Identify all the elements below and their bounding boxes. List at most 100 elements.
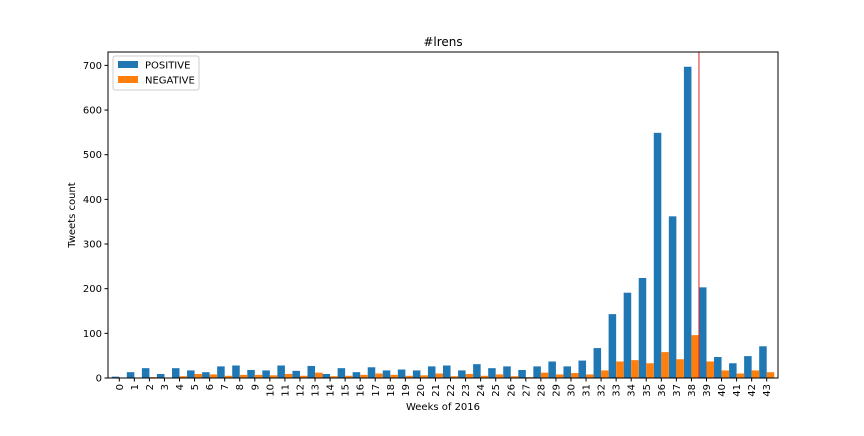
x-tick-label: 41 [732,384,743,397]
bar-positive-week-10 [262,370,270,378]
bar-positive-week-34 [624,293,632,378]
bar-positive-week-18 [383,370,391,378]
x-tick-label: 0 [115,384,126,390]
x-tick-label: 28 [536,384,547,397]
x-tick-label: 34 [627,384,638,397]
bar-positive-week-30 [563,366,571,378]
x-tick-label: 6 [205,384,216,390]
bar-positive-week-20 [413,370,421,378]
x-tick-label: 30 [566,384,577,397]
legend-swatch-positive [118,61,138,68]
bar-positive-week-31 [579,361,587,378]
bar-positive-week-15 [338,368,346,378]
x-tick-label: 7 [220,384,231,390]
bar-positive-week-25 [488,368,496,378]
x-tick-label: 21 [431,384,442,397]
y-tick-label: 400 [83,195,102,206]
bar-positive-week-21 [428,366,436,378]
bar-positive-week-28 [533,366,541,378]
legend-label-positive: POSITIVE [145,61,190,72]
x-tick-label: 23 [461,384,472,397]
bar-negative-week-34 [631,360,639,378]
x-tick-label: 27 [521,384,532,397]
bar-negative-week-25 [496,374,504,378]
bar-negative-week-13 [315,373,323,378]
bar-positive-week-6 [202,372,210,378]
bar-positive-week-3 [157,374,165,378]
bar-positive-week-2 [142,368,150,378]
bar-positive-week-13 [307,366,315,378]
x-tick-label: 22 [446,384,457,397]
x-tick-label: 26 [506,384,517,397]
bar-negative-week-33 [616,361,624,378]
x-tick-label: 8 [235,384,246,390]
bar-positive-week-40 [714,357,722,378]
legend-swatch-negative [118,76,138,83]
x-tick-label: 1 [130,384,141,390]
x-tick-label: 18 [386,384,397,397]
x-tick-label: 42 [747,384,758,397]
x-tick-label: 31 [582,384,593,397]
bar-negative-week-28 [541,373,549,378]
chart-title: #lrens [423,35,462,49]
x-tick-label: 2 [145,384,156,390]
x-tick-label: 20 [416,384,427,397]
x-tick-label: 4 [175,384,186,390]
bar-positive-week-42 [744,356,752,378]
bar-positive-week-8 [232,366,240,379]
bar-negative-week-31 [586,374,594,378]
bar-negative-week-39 [706,361,714,378]
bar-positive-week-26 [503,366,511,378]
bar-positive-week-37 [669,216,677,378]
bar-negative-week-38 [691,335,699,378]
x-tick-label: 32 [597,384,608,397]
x-tick-label: 16 [356,384,367,397]
bar-negative-week-17 [375,374,383,378]
bar-positive-week-16 [353,372,361,378]
bar-positive-week-11 [277,366,285,379]
bar-positive-week-29 [548,361,556,378]
x-tick-label: 5 [190,384,201,390]
bar-positive-week-19 [398,370,406,378]
x-tick-label: 13 [311,384,322,397]
bar-positive-week-41 [729,363,737,378]
bar-positive-week-39 [699,287,707,378]
bar-negative-week-30 [571,373,579,378]
bar-negative-week-41 [737,374,745,378]
bar-negative-week-21 [435,374,443,378]
bar-positive-week-43 [759,346,767,378]
x-tick-label: 3 [160,384,171,390]
x-tick-label: 43 [762,384,773,397]
bar-positive-week-12 [292,371,300,378]
y-tick-label: 100 [83,329,102,340]
x-tick-label: 10 [265,384,276,397]
bar-positive-week-38 [684,67,692,378]
x-tick-label: 39 [702,384,713,397]
x-tick-label: 17 [371,384,382,397]
bar-positive-week-36 [654,133,662,378]
x-tick-label: 36 [657,384,668,397]
bar-negative-week-11 [285,374,293,378]
x-tick-label: 40 [717,384,728,397]
bar-positive-week-4 [172,368,180,378]
bar-positive-week-14 [323,374,331,378]
bar-positive-week-5 [187,370,195,378]
bar-positive-week-23 [458,370,466,378]
bar-positive-week-9 [247,370,255,378]
x-tick-label: 35 [642,384,653,397]
bar-negative-week-29 [556,374,564,378]
plot-frame [108,52,778,378]
bar-positive-week-22 [443,366,451,379]
x-tick-label: 29 [551,384,562,397]
x-tick-label: 25 [491,384,502,397]
x-axis-label: Weeks of 2016 [406,402,480,413]
x-tick-label: 11 [280,384,291,397]
x-tick-label: 12 [295,384,306,397]
x-tick-label: 19 [401,384,412,397]
bar-positive-week-7 [217,366,225,378]
bars-layer [112,67,774,378]
bar-negative-week-23 [466,374,474,378]
